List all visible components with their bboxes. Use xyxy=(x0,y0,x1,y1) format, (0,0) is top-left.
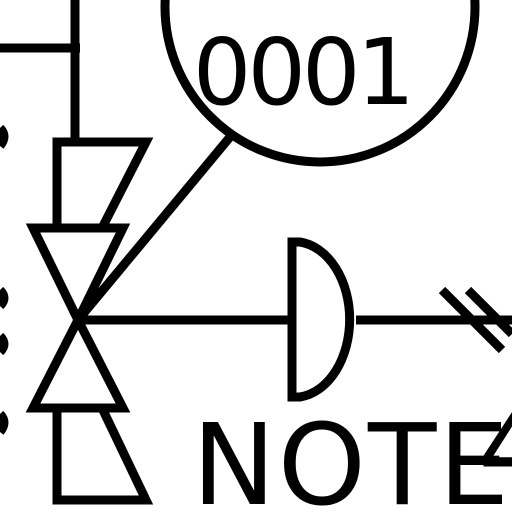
lower-fitting xyxy=(52,403,154,505)
left-edge-marks xyxy=(0,124,9,435)
process-line-top xyxy=(0,0,80,142)
instrument-tag: 0001 xyxy=(193,19,411,126)
note-number: 4 xyxy=(478,383,512,512)
diaphragm-actuator xyxy=(287,237,355,402)
leader-line xyxy=(74,134,234,323)
instrument-bubble: 0001 xyxy=(160,0,480,167)
signal-hash-marks xyxy=(438,286,512,354)
upper-fitting xyxy=(52,137,154,233)
note-label: NOTE xyxy=(192,401,511,512)
